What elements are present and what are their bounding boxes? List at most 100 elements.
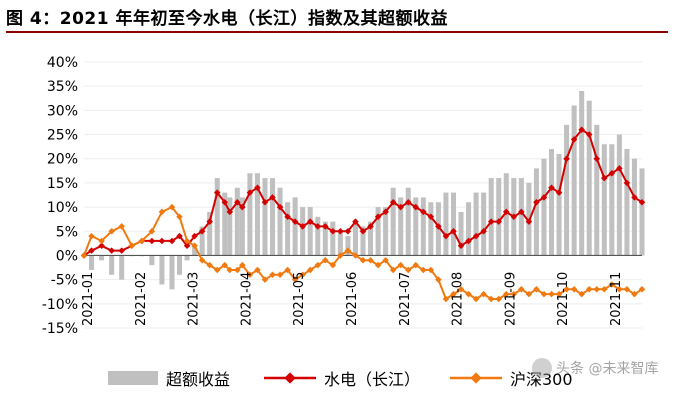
excess-bar: [533, 168, 539, 256]
point-hydro: [118, 247, 125, 254]
point-hydro: [158, 237, 166, 245]
point-hydro: [213, 189, 221, 196]
point-hydro: [234, 199, 241, 206]
y-tick-label: -15%: [42, 321, 78, 337]
point-hs300: [420, 266, 427, 274]
excess-bar: [322, 221, 328, 256]
point-hydro: [367, 223, 374, 230]
x-tick-label: 2021-09: [503, 272, 518, 326]
point-hs300: [359, 257, 367, 264]
point-hydro: [284, 213, 291, 221]
point-hydro: [510, 213, 518, 221]
point-hydro: [239, 203, 246, 211]
point-hs300: [329, 261, 337, 269]
excess-bar: [199, 226, 205, 256]
point-hs300: [503, 290, 510, 298]
point-hs300: [191, 242, 198, 250]
point-hs300: [495, 295, 502, 303]
point-hs300: [239, 261, 246, 269]
point-hs300: [128, 242, 136, 250]
point-hs300: [397, 261, 404, 269]
point-hydro: [276, 203, 284, 211]
excess-bar: [450, 192, 456, 256]
y-tick-label: 25%: [47, 128, 78, 144]
point-hs300: [487, 295, 495, 303]
point-hydro: [359, 228, 367, 235]
excess-bar: [149, 255, 155, 266]
point-hydro: [420, 208, 427, 216]
excess-bar: [159, 255, 165, 285]
x-tick-label: 2021-10: [556, 272, 571, 326]
point-hs300: [176, 213, 183, 221]
point-hs300: [389, 266, 397, 274]
point-hs300: [472, 295, 480, 303]
excess-bar: [345, 236, 351, 256]
excess-bar: [184, 255, 190, 261]
point-hydro: [176, 232, 183, 240]
point-hydro: [168, 237, 176, 245]
excess-bar: [239, 197, 245, 256]
x-tick-label: 2021-08: [451, 272, 466, 326]
series-lines: [80, 126, 646, 303]
x-tick-label: 2021-06: [345, 272, 360, 326]
excess-bar: [631, 158, 637, 256]
point-hydro: [389, 199, 397, 206]
point-hs300: [118, 223, 125, 230]
point-hs300: [374, 261, 382, 269]
excess-bar: [420, 197, 426, 256]
excess-bar: [428, 202, 434, 256]
point-hydro: [254, 184, 261, 191]
excess-bar: [616, 134, 622, 256]
point-hydro: [608, 169, 616, 177]
point-hs300: [276, 271, 284, 279]
legend-swatch-hydro: [264, 372, 316, 384]
point-hs300: [525, 290, 533, 298]
excess-bar: [300, 207, 306, 256]
excess-bar: [292, 197, 298, 256]
excess-bar: [277, 187, 283, 256]
excess-bar: [413, 197, 419, 256]
point-hs300: [213, 266, 221, 274]
excess-bar: [254, 173, 260, 256]
point-hs300: [234, 266, 241, 274]
point-hs300: [88, 232, 95, 240]
point-hs300: [480, 290, 487, 298]
point-hs300: [623, 286, 631, 293]
excess-bar: [214, 178, 220, 256]
y-tick-label: 15%: [47, 176, 78, 192]
excess-bar: [352, 221, 358, 256]
excess-bar: [556, 153, 562, 256]
point-hydro: [427, 213, 435, 221]
point-hs300: [457, 286, 465, 293]
legend-item-excess: 超额收益: [108, 366, 230, 390]
excess-bar: [227, 197, 233, 256]
excess-bar: [177, 255, 183, 275]
point-hydro: [450, 228, 457, 235]
point-hydro: [540, 194, 548, 201]
excess-bar: [222, 192, 228, 256]
excess-bar: [192, 245, 198, 256]
point-hydro: [221, 199, 229, 206]
point-hs300: [578, 290, 585, 298]
point-hs300: [412, 261, 420, 269]
point-hydro: [344, 228, 352, 235]
point-hydro: [98, 242, 105, 250]
point-hs300: [254, 266, 261, 274]
point-hydro: [495, 218, 502, 225]
excess-bar: [601, 144, 607, 256]
y-tick-label: 20%: [47, 152, 78, 168]
legend-label-hydro: 水电（长江）: [324, 370, 421, 389]
point-hydro: [631, 194, 638, 201]
excess-bar: [383, 207, 389, 256]
point-hs300: [269, 271, 276, 279]
excess-bar: [496, 178, 502, 256]
excess-bar: [315, 216, 321, 256]
point-hydro: [206, 218, 213, 225]
point-hydro: [269, 194, 276, 201]
y-tick-label: 30%: [47, 103, 78, 119]
x-tick-label: 2021-05: [292, 272, 307, 326]
point-hs300: [563, 286, 570, 293]
point-hs300: [299, 271, 306, 279]
excess-bar: [609, 144, 615, 256]
point-hydro: [616, 165, 623, 172]
